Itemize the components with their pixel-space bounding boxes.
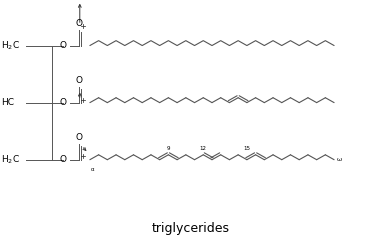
Text: H$_2$C: H$_2$C bbox=[2, 154, 20, 166]
Text: ω: ω bbox=[336, 157, 342, 162]
Text: triglycerides: triglycerides bbox=[152, 222, 230, 235]
Text: O: O bbox=[60, 155, 67, 164]
Text: 15: 15 bbox=[243, 146, 250, 151]
Text: O: O bbox=[76, 19, 83, 28]
Text: H$_2$C: H$_2$C bbox=[2, 39, 20, 52]
Text: O: O bbox=[60, 98, 67, 107]
Text: 12: 12 bbox=[200, 146, 207, 151]
Text: O: O bbox=[60, 41, 67, 50]
Text: O: O bbox=[76, 76, 83, 85]
Text: HC: HC bbox=[2, 98, 14, 107]
Text: O: O bbox=[76, 133, 83, 142]
Text: 9: 9 bbox=[167, 146, 170, 151]
Text: α: α bbox=[90, 167, 94, 172]
